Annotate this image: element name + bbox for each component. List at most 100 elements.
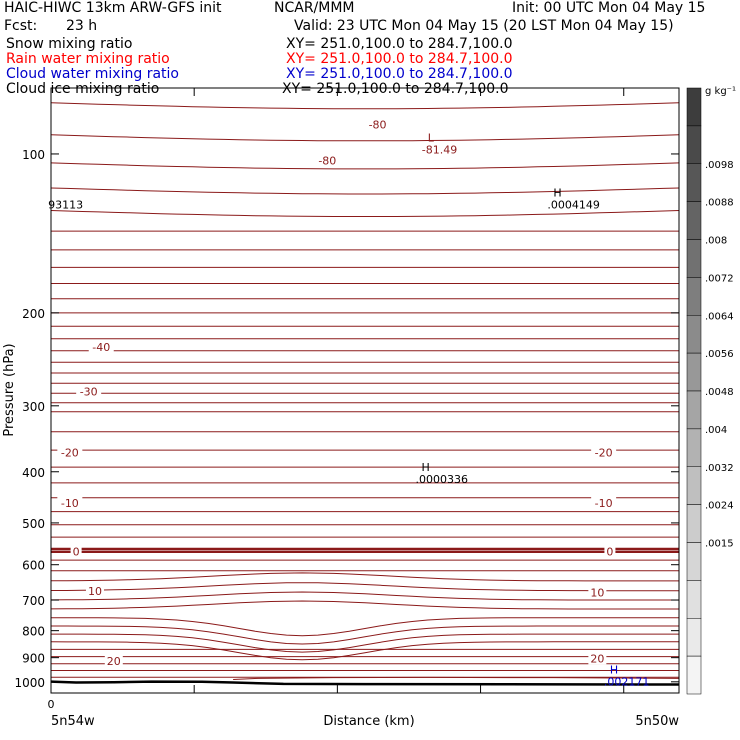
temperature-label: -80 [318, 155, 336, 168]
y-tick-label: 400 [22, 466, 45, 480]
temp-label-bg [588, 585, 607, 599]
temp-label-bg [365, 117, 391, 131]
temp-label-bg [604, 544, 616, 558]
forecast-hour: 23 h [66, 18, 98, 34]
colorbar-unit: g kg⁻¹ [705, 86, 736, 97]
low-level-contour [233, 676, 680, 681]
colorbar-label: .0072 [705, 273, 734, 284]
colorbar-swatch [686, 655, 702, 695]
y-tick-label: 700 [22, 594, 45, 608]
colorbar-label: .0098 [705, 160, 734, 171]
isotherm-line [50, 641, 679, 661]
y-tick-label: 1000 [14, 676, 45, 690]
temperature-label: 0 [606, 546, 613, 559]
field-xy-rain: XY= 251.0,100.0 to 284.7,100.0 [286, 51, 513, 67]
temp-label-bg [57, 495, 83, 509]
field-name-rain: Rain water mixing ratio [6, 51, 170, 67]
extremum-marker: L [428, 132, 435, 145]
temperature-label: -20 [595, 447, 613, 460]
y-tick-label: 600 [22, 559, 45, 573]
colorbar-label: .004 [705, 425, 727, 436]
isotherm-line [50, 102, 680, 110]
temperature-label: -20 [61, 447, 79, 460]
isotherm-line [51, 582, 679, 592]
colorbar-swatch [686, 428, 702, 467]
temperature-label: -80 [369, 119, 387, 132]
temp-label-bg [591, 445, 617, 459]
colorbar-label: .0048 [705, 387, 734, 398]
y-tick-label: 100 [22, 148, 45, 162]
colorbar-label: .008 [705, 236, 727, 247]
x-left-label: 5n54w [51, 714, 95, 729]
isotherm-line [51, 617, 679, 637]
colorbar-swatch [686, 239, 702, 278]
forecast-label: Fcst: [4, 18, 38, 34]
colorbar-label: .0064 [705, 311, 734, 322]
valid-time: Valid: 23 UTC Mon 04 May 15 (20 LST Mon … [294, 18, 674, 34]
x-start-label: 0 [48, 698, 55, 711]
isotherm-line [50, 600, 679, 610]
temperature-label: 20 [590, 652, 604, 665]
colorbar-label: .0088 [705, 198, 734, 209]
temperature-label: -30 [80, 386, 98, 399]
temp-label-bg [85, 584, 104, 598]
x-axis-label: Distance (km) [323, 714, 414, 729]
isotherm-line [50, 210, 680, 217]
temperature-label: 0 [73, 546, 80, 559]
model-title: HAIC-HIWC 13km ARW-GFS init [4, 0, 222, 16]
isotherm-line [50, 162, 680, 170]
temperature-labels: -80 -80 -40 -30 -20 -20 -10 -10 0 0 10 10 20 20 [57, 117, 617, 668]
terrain-line [50, 680, 680, 686]
organization-label: NCAR/MMM [274, 0, 355, 16]
temperature-label: -40 [92, 341, 110, 354]
colorbar-swatch [686, 125, 702, 164]
colorbar-swatch [686, 466, 702, 505]
temp-label-bg [70, 544, 82, 558]
extremum-value: -81.49 [422, 144, 457, 157]
temp-label-bg [88, 339, 114, 353]
temp-label-bg [591, 495, 617, 509]
colorbar-swatch [686, 618, 702, 657]
colorbar-swatch [686, 504, 702, 543]
y-tick-label: 500 [22, 517, 45, 531]
temp-label-bg [314, 153, 340, 167]
y-tick-label: 800 [22, 625, 45, 639]
colorbar-label: .0056 [705, 349, 734, 360]
temperature-label: 10 [88, 585, 102, 598]
colorbar-swatch [686, 352, 702, 392]
field-name-cloud-ice: Cloud ice mixing ratio [6, 81, 160, 97]
plot-frame [50, 87, 680, 694]
colorbar-swatch [686, 390, 702, 430]
temp-label-bg [104, 653, 123, 667]
colorbar-swatch [686, 87, 702, 127]
y-tick-label: 300 [22, 400, 45, 414]
colorbar-swatch [686, 580, 702, 619]
colorbar: .0098 .0088 .008 .0072 .0064 .0056 .0048 .004 .0… [686, 87, 734, 695]
isotherm-line [50, 187, 680, 195]
extremum-marker: H [422, 461, 430, 474]
y-tick-label: 900 [22, 652, 45, 666]
temperature-label: 20 [107, 655, 121, 668]
init-time: Init: 00 UTC Mon 04 May 15 [512, 0, 706, 16]
field-xy-cloud-water: XY= 251.0,100.0 to 284.7,100.0 [286, 66, 513, 82]
temperature-label: 10 [590, 586, 604, 599]
isotherm-contours [50, 102, 680, 681]
field-name-cloud-water: Cloud water mixing ratio [6, 66, 179, 82]
colorbar-swatch [686, 201, 702, 240]
extremum-marker: H [610, 663, 618, 676]
field-name-snow: Snow mixing ratio [6, 36, 133, 52]
extremum-value: .0004149 [547, 199, 600, 212]
temperature-label: -10 [61, 497, 79, 510]
isotherm-line [51, 633, 679, 653]
temp-label-bg [57, 445, 83, 459]
colorbar-label: .0032 [705, 463, 734, 474]
isotherm-line [50, 591, 679, 601]
temp-label-bg [588, 651, 607, 665]
extremum-marker: H [553, 187, 561, 200]
isotherm-line [51, 625, 679, 645]
temperature-label: -10 [595, 497, 613, 510]
field-xy-cloud-ice: XY= 251.0,100.0 to 284.7,100.0 [282, 81, 509, 97]
